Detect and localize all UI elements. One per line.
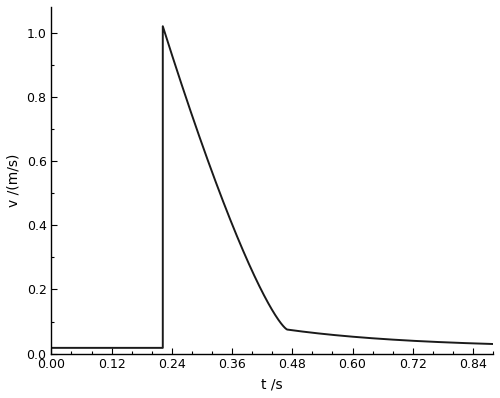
Y-axis label: v /(m/s): v /(m/s) xyxy=(7,154,21,207)
X-axis label: t /s: t /s xyxy=(262,377,283,391)
